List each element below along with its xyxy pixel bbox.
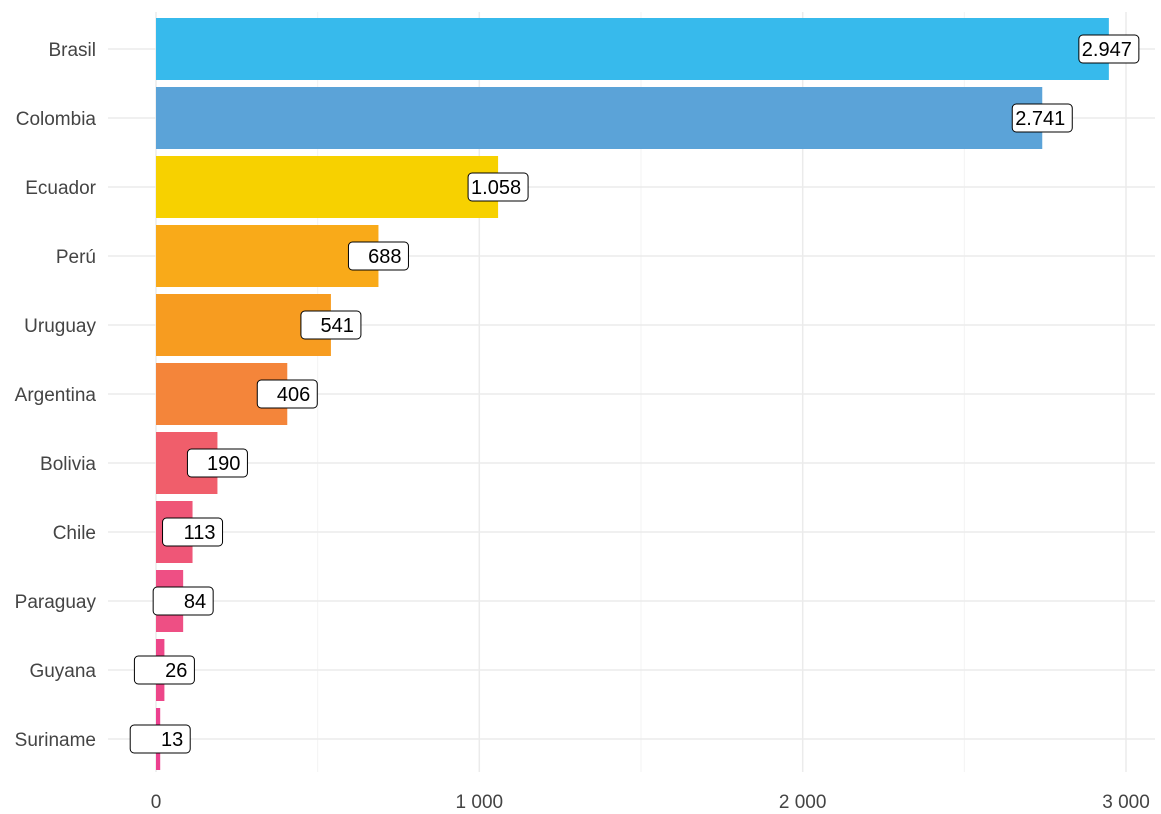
data-label: 113	[184, 522, 216, 544]
data-label-box	[133, 655, 195, 685]
data-label-box	[186, 448, 248, 478]
data-label: 406	[277, 384, 310, 406]
bars	[156, 18, 1109, 770]
bar	[156, 225, 379, 287]
x-tick-label: 0	[151, 792, 162, 813]
data-label-box	[152, 586, 214, 616]
x-tick-label: 2 000	[779, 792, 827, 813]
data-label: 13	[161, 729, 183, 751]
data-label: 2.947	[1082, 39, 1132, 61]
data-label-box	[1078, 34, 1140, 64]
category-label: Colombia	[16, 109, 97, 130]
category-label: Chile	[53, 523, 96, 544]
category-label: Suriname	[15, 730, 96, 751]
data-label-box	[467, 172, 529, 202]
bar	[156, 18, 1109, 80]
data-label: 541	[321, 315, 354, 337]
data-label-box	[129, 724, 191, 754]
bar	[156, 87, 1043, 149]
data-label: 84	[184, 591, 206, 613]
category-label: Argentina	[15, 385, 97, 406]
category-label: Ecuador	[25, 178, 96, 199]
x-axis-tick-labels: 0 1 000 2 000 3 000	[151, 792, 1150, 813]
category-label: Uruguay	[24, 316, 96, 337]
category-labels: Brasil Colombia Ecuador Perú Uruguay Argentin…	[15, 40, 97, 751]
category-label: Guyana	[29, 661, 96, 682]
data-label-box	[300, 310, 362, 340]
data-label: 1.058	[471, 177, 521, 199]
data-label: 688	[368, 246, 401, 268]
data-labels: 2.947 2.741 1.058 688 541 406 190 113 84 26 13	[129, 34, 1140, 754]
category-label: Bolivia	[40, 454, 96, 475]
data-label-box	[347, 241, 409, 271]
x-tick-label: 3 000	[1102, 792, 1150, 813]
data-label: 190	[207, 453, 240, 475]
category-label: Brasil	[48, 40, 96, 61]
data-label: 2.741	[1015, 108, 1065, 130]
category-label: Perú	[56, 247, 96, 268]
category-label: Paraguay	[15, 592, 97, 613]
data-label: 26	[165, 660, 187, 682]
x-tick-label: 1 000	[456, 792, 504, 813]
data-label-box	[1011, 103, 1073, 133]
data-label-box	[162, 517, 224, 547]
data-label-box	[256, 379, 318, 409]
bar	[156, 156, 499, 218]
